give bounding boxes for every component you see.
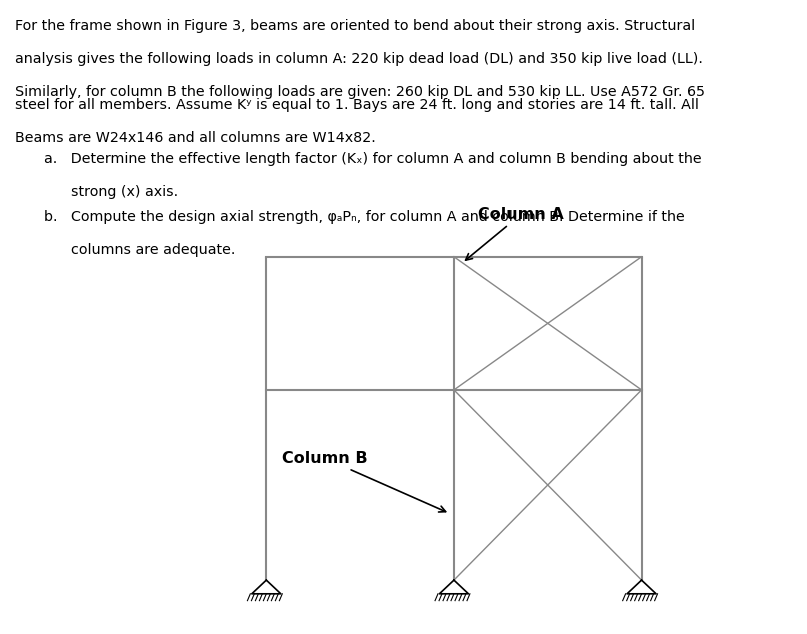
Text: columns are adequate.: columns are adequate. <box>44 243 236 257</box>
Text: Similarly, for column B the following loads are given: 260 kip DL and 530 kip LL: Similarly, for column B the following lo… <box>15 85 705 99</box>
Text: strong (x) axis.: strong (x) axis. <box>44 185 178 199</box>
Text: b.   Compute the design axial strength, φₐPₙ, for column A and column B. Determi: b. Compute the design axial strength, φₐ… <box>44 210 685 224</box>
Text: Column B: Column B <box>282 451 445 512</box>
Text: Column A: Column A <box>466 207 564 260</box>
Text: analysis gives the following loads in column A: 220 kip dead load (DL) and 350 k: analysis gives the following loads in co… <box>15 52 702 66</box>
Text: steel for all members. Assume Kʸ is equal to 1. Bays are 24 ft. long and stories: steel for all members. Assume Kʸ is equa… <box>15 98 698 112</box>
Text: Beams are W24x146 and all columns are W14x82.: Beams are W24x146 and all columns are W1… <box>15 131 375 145</box>
Text: For the frame shown in Figure 3, beams are oriented to bend about their strong a: For the frame shown in Figure 3, beams a… <box>15 19 695 33</box>
Text: a.   Determine the effective length factor (Kₓ) for column A and column B bendin: a. Determine the effective length factor… <box>44 152 702 166</box>
